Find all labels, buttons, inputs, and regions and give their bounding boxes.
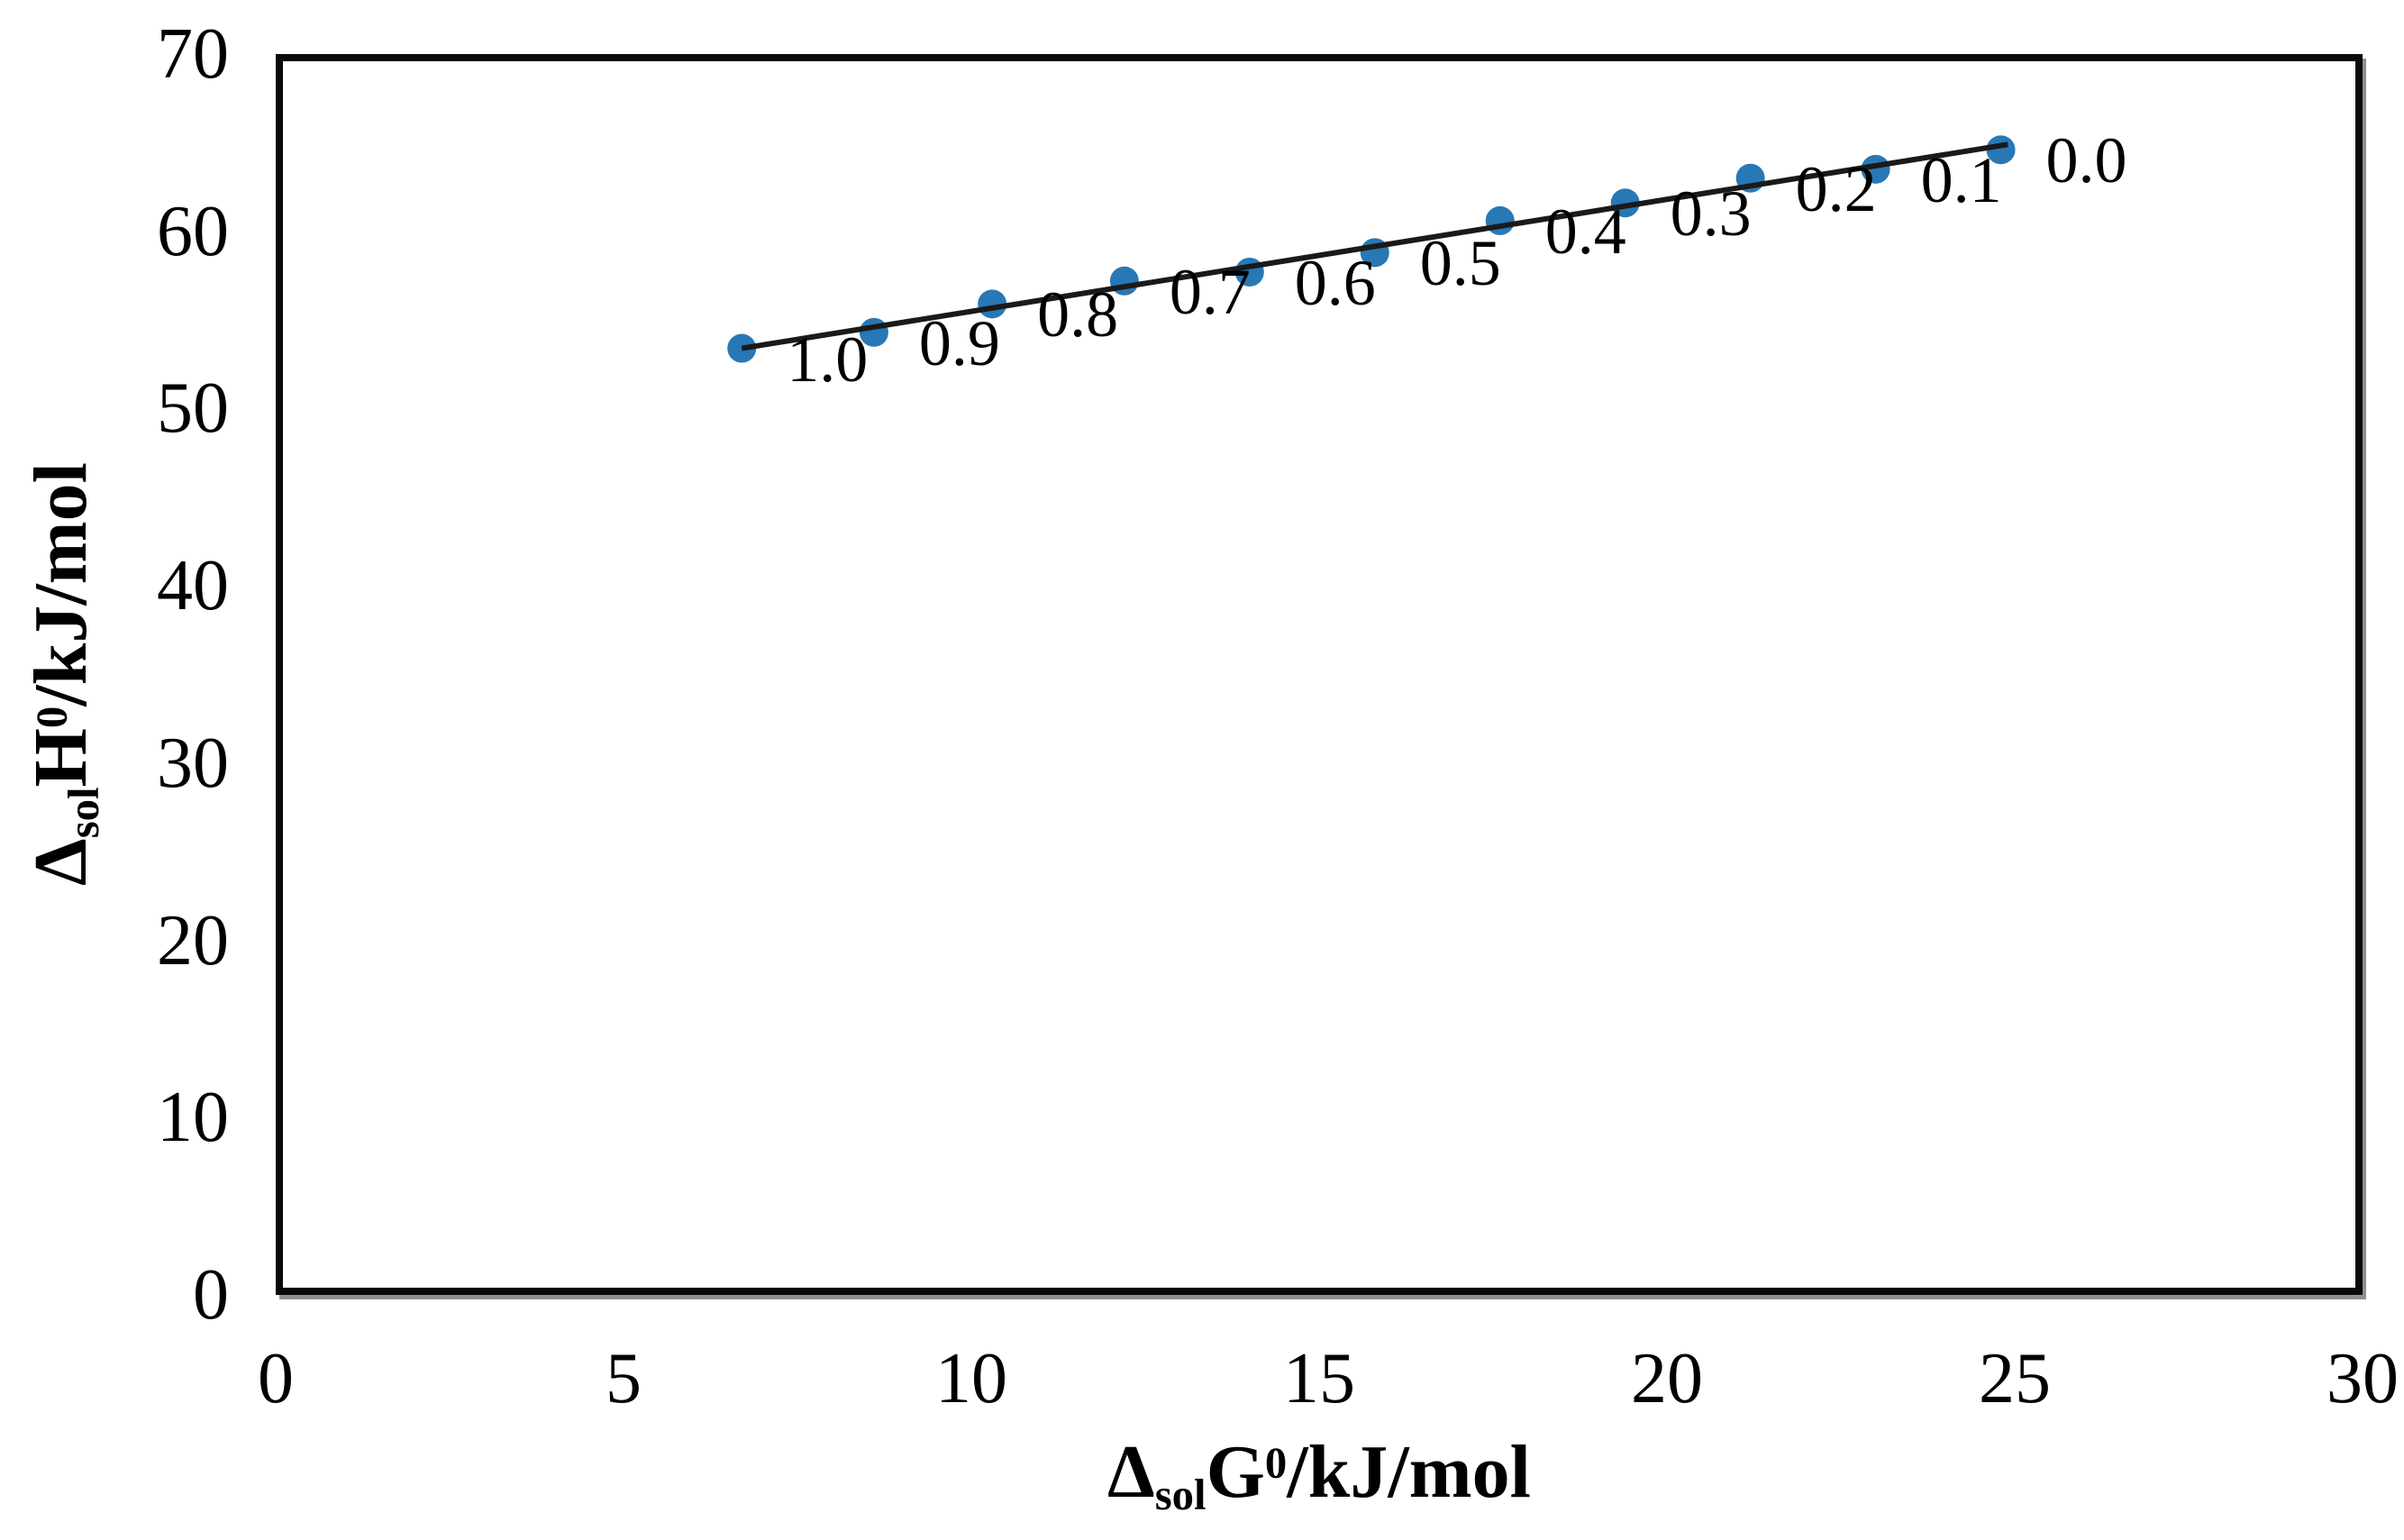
data-point-label: 0.6	[1294, 246, 1376, 319]
data-point-label: 0.9	[918, 306, 1000, 379]
y-tick-label: 60	[157, 191, 229, 271]
x-title-superscript: 0	[1264, 1438, 1288, 1488]
plot-area	[276, 54, 2363, 1295]
data-point-label: 0.3	[1670, 178, 1752, 251]
y-title-delta: Δ	[19, 838, 104, 886]
data-point-label: 0.1	[1920, 143, 2002, 216]
x-tick-label: 20	[1631, 1339, 1703, 1418]
x-tick-label: 30	[2327, 1339, 2399, 1418]
x-title-units: /kJ/mol	[1287, 1430, 1531, 1515]
x-tick-label: 5	[606, 1339, 642, 1418]
data-point-label: 0.7	[1169, 255, 1251, 328]
x-title-subscript: sol	[1154, 1470, 1207, 1519]
y-title-units: /kJ/mol	[19, 462, 104, 706]
data-point-label: 1.0	[787, 323, 869, 396]
y-title-subscript: sol	[59, 787, 108, 839]
y-tick-label: 20	[157, 900, 229, 980]
y-title-superscript: 0	[27, 706, 77, 729]
y-tick-label: 0	[193, 1255, 229, 1335]
y-tick-label: 40	[157, 546, 229, 626]
y-tick-label: 70	[157, 14, 229, 94]
data-point-label: 0.4	[1544, 195, 1626, 268]
x-tick-label: 25	[1979, 1339, 2051, 1418]
y-tick-label: 10	[157, 1078, 229, 1158]
y-title-symbol: H	[19, 728, 104, 788]
data-point-label: 0.5	[1419, 227, 1501, 300]
data-point-label: 0.8	[1037, 278, 1119, 351]
data-point-label: 0.2	[1795, 152, 1877, 225]
y-tick-label: 30	[157, 723, 229, 803]
y-tick-label: 50	[157, 369, 229, 449]
x-title-delta: Δ	[1107, 1430, 1155, 1515]
x-title-symbol: G	[1206, 1430, 1265, 1515]
y-axis-title: ΔsolH0/kJ/mol	[17, 462, 109, 886]
x-axis-title: ΔsolG0/kJ/mol	[1107, 1428, 1531, 1520]
x-tick-label: 0	[258, 1339, 294, 1418]
data-point-label: 0.0	[2045, 124, 2127, 197]
x-tick-label: 15	[1283, 1339, 1355, 1418]
x-tick-label: 10	[935, 1339, 1007, 1418]
